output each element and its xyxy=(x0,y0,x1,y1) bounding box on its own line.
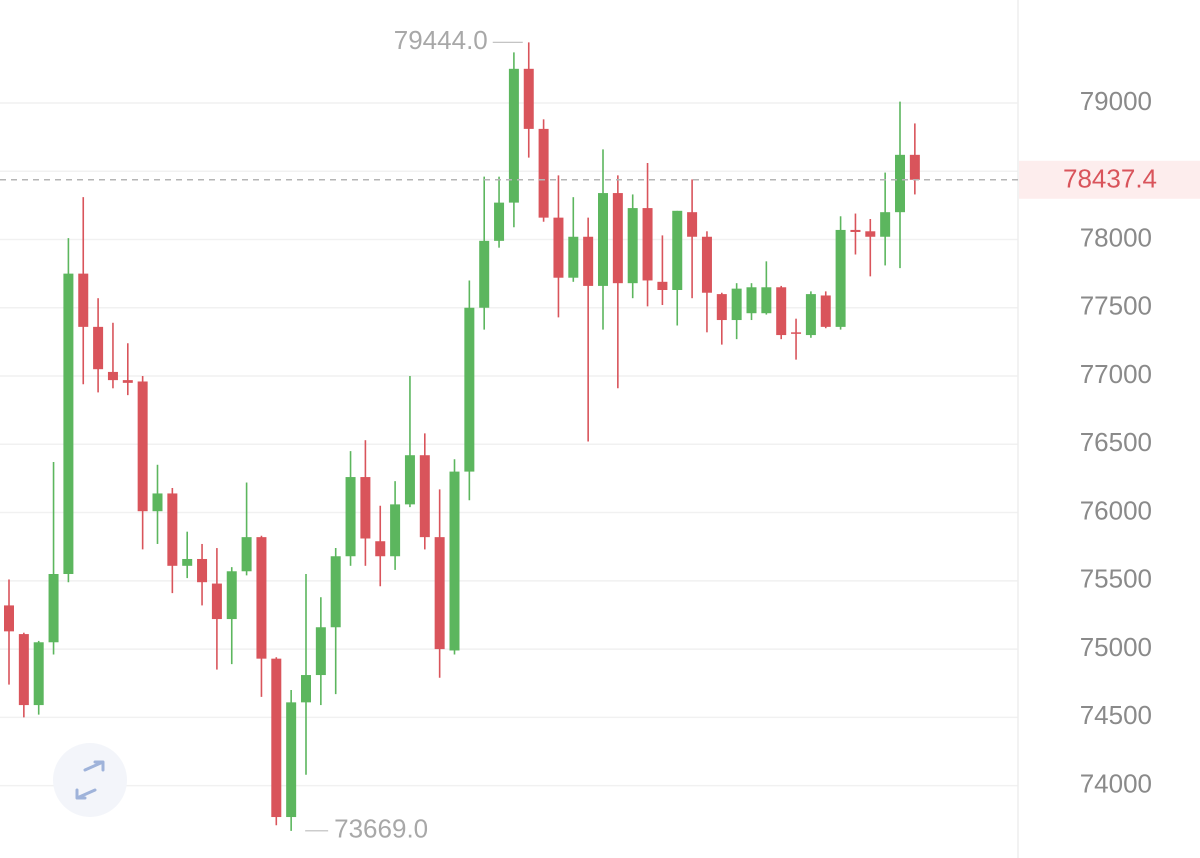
last-price-box xyxy=(1019,160,1200,199)
candle-body xyxy=(107,371,118,381)
y-tick-label: 75500 xyxy=(1080,564,1152,594)
candle-body xyxy=(776,287,787,336)
candle-body xyxy=(716,294,727,321)
candle-body xyxy=(791,332,802,334)
candle-body xyxy=(256,537,267,659)
candle-body xyxy=(167,493,178,566)
y-tick-label: 77000 xyxy=(1080,359,1152,389)
candle-body xyxy=(390,504,401,557)
candle-body xyxy=(182,558,193,566)
y-tick-label: 77500 xyxy=(1080,291,1152,321)
candle-body xyxy=(286,702,297,818)
last-price-label: 78437.4 xyxy=(1063,164,1157,194)
candles xyxy=(4,42,920,831)
candle-body xyxy=(820,295,831,327)
candle-body xyxy=(63,273,74,575)
candle-body xyxy=(271,658,282,818)
max-label: 79444.0 xyxy=(394,25,488,55)
candle-body xyxy=(553,217,564,278)
candle-body xyxy=(137,381,148,512)
candle-body xyxy=(538,128,549,218)
candle-body xyxy=(612,193,623,284)
candle-body xyxy=(761,287,772,314)
candle-body xyxy=(93,326,104,370)
candle-body xyxy=(598,193,608,286)
candle-body xyxy=(909,154,920,180)
candle-body xyxy=(404,455,415,505)
y-tick-label: 75000 xyxy=(1080,632,1152,662)
candle-body xyxy=(895,154,905,213)
candle-body xyxy=(211,583,222,620)
candle-body xyxy=(805,294,816,336)
candle-body xyxy=(434,537,445,650)
y-tick-label: 76000 xyxy=(1080,495,1152,525)
y-tick-label: 78000 xyxy=(1080,222,1152,252)
candle-body xyxy=(4,605,14,632)
price-axis-bg xyxy=(1018,0,1200,858)
y-tick-label: 74500 xyxy=(1080,700,1152,730)
candle-body xyxy=(508,68,519,203)
candle-body xyxy=(568,236,579,278)
candle-body xyxy=(627,208,638,284)
candle-body xyxy=(197,558,208,583)
candle-body xyxy=(18,634,29,706)
y-tick-label: 76500 xyxy=(1080,427,1152,457)
candle-body xyxy=(152,493,163,512)
candle-body xyxy=(345,477,356,557)
candle-body xyxy=(301,675,311,703)
expand-button[interactable] xyxy=(53,743,127,817)
candle-body xyxy=(657,281,668,291)
candle-body xyxy=(523,68,534,129)
candle-body xyxy=(449,471,460,651)
candle-body xyxy=(701,236,712,293)
candle-body xyxy=(315,627,326,676)
candle-body xyxy=(226,571,237,620)
candle-body xyxy=(583,236,594,286)
candle-body xyxy=(865,231,876,237)
candle-body xyxy=(835,229,846,327)
y-tick-label: 74000 xyxy=(1080,769,1152,799)
candle-body xyxy=(687,212,698,237)
candle-body xyxy=(672,210,683,291)
candle-body xyxy=(330,556,341,628)
candle-body xyxy=(850,229,861,232)
candle-body xyxy=(731,288,742,321)
candle-body xyxy=(48,574,59,643)
min-label: 73669.0 xyxy=(334,814,428,844)
candle-body xyxy=(880,212,891,237)
candle-body xyxy=(479,240,490,308)
candle-body xyxy=(360,477,371,539)
expand-icon[interactable] xyxy=(75,760,105,800)
candle-body xyxy=(419,455,430,538)
candle-body xyxy=(746,287,757,314)
candle-body xyxy=(375,541,386,557)
candle-body xyxy=(78,273,89,327)
candle-body xyxy=(494,202,505,241)
candle-body xyxy=(241,537,252,572)
candle-body xyxy=(122,380,133,383)
expand-button-bg[interactable] xyxy=(53,743,127,817)
candle-body xyxy=(464,307,475,472)
y-tick-label: 79000 xyxy=(1080,86,1152,116)
candle-body xyxy=(33,642,44,706)
candle-body xyxy=(642,208,653,281)
